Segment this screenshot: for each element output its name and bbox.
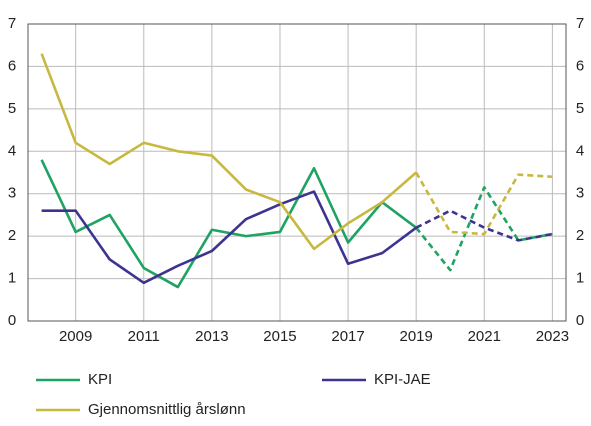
y2-tick-label: 1 <box>576 270 584 287</box>
y-tick-label: 5 <box>8 100 16 117</box>
y2-tick-label: 7 <box>576 15 584 32</box>
forecast-line <box>415 209 553 242</box>
x-tick-label: 2021 <box>468 328 501 345</box>
x-tick-label: 2023 <box>536 328 569 345</box>
y-tick-label: 3 <box>8 185 16 202</box>
forecast-line <box>415 186 553 272</box>
x-tick-label: 2009 <box>59 328 92 345</box>
y-tick-label: 7 <box>8 15 16 32</box>
y2-tick-label: 2 <box>576 227 584 244</box>
y2-tick-label: 3 <box>576 185 584 202</box>
y2-tick-label: 0 <box>576 312 584 329</box>
y-tick-label: 6 <box>8 57 16 74</box>
forecast-line <box>415 171 553 236</box>
x-tick-label: 2015 <box>263 328 296 345</box>
series-line <box>41 190 417 285</box>
legend-label: Gjennomsnittlig årslønn <box>88 401 246 418</box>
y-tick-label: 4 <box>8 142 16 159</box>
legend-label: KPI <box>88 371 112 388</box>
y2-tick-label: 5 <box>576 100 584 117</box>
legend-label: KPI-JAE <box>374 371 431 388</box>
y2-tick-label: 6 <box>576 57 584 74</box>
series-line <box>40 53 418 251</box>
y-tick-label: 2 <box>8 227 16 244</box>
x-tick-label: 2019 <box>399 328 432 345</box>
plot-frame <box>27 23 567 322</box>
y-tick-label: 0 <box>8 312 16 329</box>
x-tick-label: 2011 <box>128 328 160 345</box>
y-tick-label: 1 <box>8 270 16 287</box>
x-tick-label: 2013 <box>195 328 228 345</box>
y2-tick-label: 4 <box>576 142 584 159</box>
series-line <box>40 159 417 289</box>
x-tick-label: 2017 <box>331 328 364 345</box>
